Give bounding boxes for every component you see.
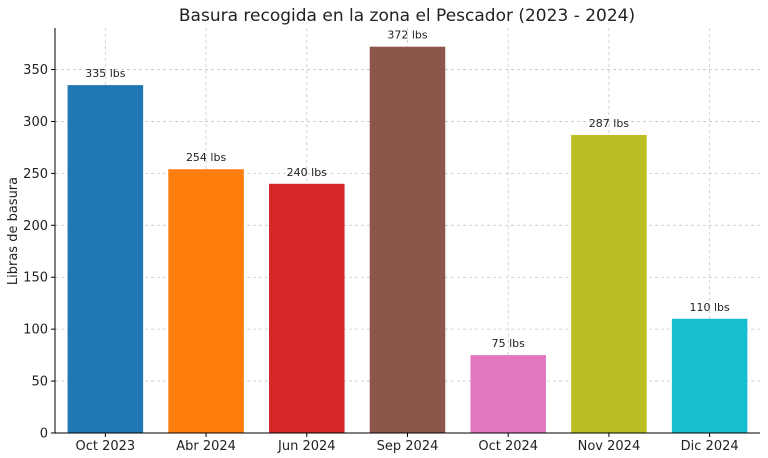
bar [67,85,144,433]
y-tick-label: 50 [31,375,48,390]
data-label: 254 lbs [186,151,227,164]
x-tick-label: Sep 2024 [377,439,439,454]
y-axis-label: Libras de basura [6,177,21,285]
y-tick-label: 100 [23,323,48,338]
x-tick-label: Nov 2024 [578,439,641,454]
y-tick-label: 300 [23,115,48,130]
y-tick-label: 350 [23,63,48,78]
data-label: 110 lbs [690,301,731,314]
x-tick-label: Oct 2024 [478,439,538,454]
y-tick-label: 250 [23,167,48,182]
bar [571,134,647,433]
bar [671,318,748,433]
x-tick-label: Jun 2024 [277,439,336,454]
bar [369,46,446,433]
bars-layer [67,46,748,433]
data-label: 335 lbs [85,67,126,80]
chart-title: Basura recogida en la zona el Pescador (… [179,6,635,26]
data-label: 372 lbs [387,29,428,42]
bar [168,169,244,433]
data-label: 287 lbs [589,117,630,130]
x-tick-label: Oct 2023 [76,439,136,454]
data-label: 75 lbs [492,337,526,350]
x-tick-label: Dic 2024 [681,439,739,454]
x-tick-label: Abr 2024 [176,439,236,454]
y-tick-label: 200 [23,219,48,234]
bar [269,183,345,433]
axes-layer [51,28,760,437]
y-tick-label: 0 [40,427,48,442]
labels-layer: 0 50 100 150 200 250 300 350 335 lbs Oct 2023 254 … [23,29,738,454]
data-label: 240 lbs [287,166,328,179]
y-tick-label: 150 [23,271,48,286]
bar [470,355,546,433]
